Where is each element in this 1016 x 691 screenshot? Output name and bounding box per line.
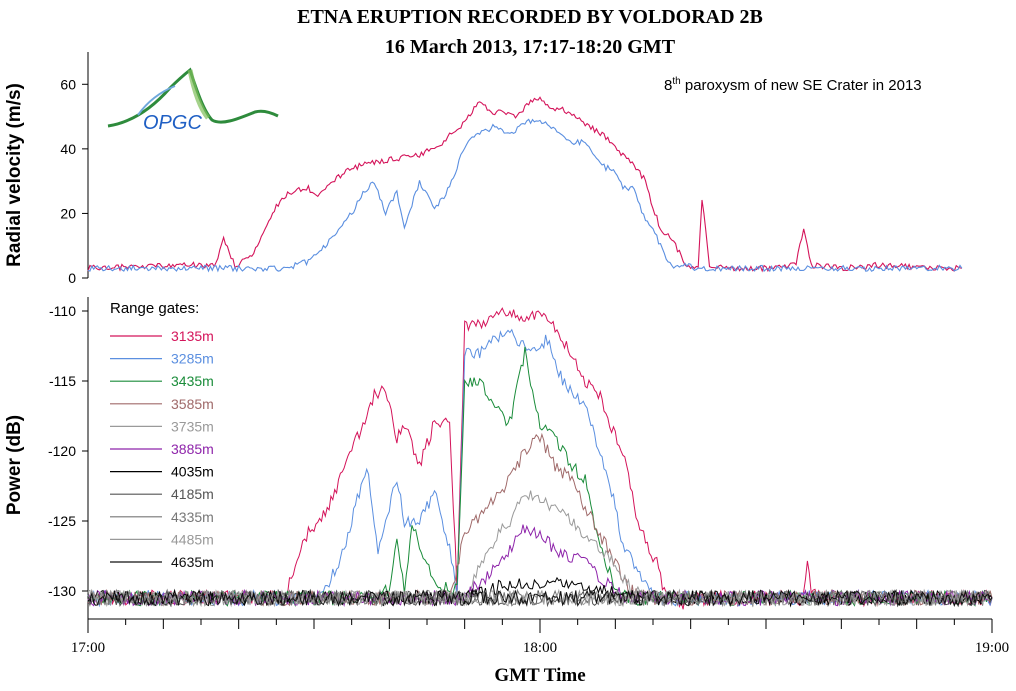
series-line-4635m	[87, 588, 993, 608]
power-axis-label: Power (dB)	[4, 415, 25, 515]
series-line-3585m	[87, 432, 993, 608]
y-tick-label: -110	[49, 303, 76, 319]
legend-label: 4185m	[171, 486, 214, 502]
y-tick-label: 20	[60, 205, 76, 221]
series-line-3285m	[87, 328, 993, 608]
legend-label: 3735m	[171, 418, 214, 434]
power-panel: -130 -125 -120 -115 -110	[48, 297, 993, 619]
logo-text: OPGC	[143, 112, 202, 134]
x-axis-label: GMT Time	[494, 665, 585, 686]
legend-label: 4335m	[171, 509, 214, 525]
annotation: 8th paroxysm of new SE Crater in 2013	[664, 76, 922, 94]
legend-label: 4485m	[171, 531, 214, 547]
chart-title: ETNA ERUPTION RECORDED BY VOLDORAD 2B	[297, 6, 763, 28]
x-tick-label: 17:00	[71, 640, 105, 656]
series-line-3135m	[87, 307, 993, 610]
series-line-3285m	[87, 118, 963, 273]
opgc-logo: OPGC	[107, 67, 279, 134]
legend-label: 3585m	[171, 396, 214, 412]
series-line-4335m	[87, 588, 993, 608]
y-tick-label: 40	[60, 141, 76, 157]
velocity-panel: 0 20 40 60	[60, 52, 963, 286]
y-tick-label: 0	[68, 270, 76, 286]
y-tick-label: 60	[60, 76, 76, 92]
legend-label: 4635m	[171, 554, 214, 570]
series-line-3435m	[87, 346, 993, 608]
legend-label: 4035m	[171, 464, 214, 480]
legend-label: 3285m	[171, 351, 214, 367]
annotation-sup: th	[672, 76, 680, 87]
velocity-axis-label: Radial velocity (m/s)	[4, 83, 25, 267]
x-tick-label: 18:00	[523, 640, 557, 656]
legend-label: 3435m	[171, 373, 214, 389]
series-line-4485m	[87, 588, 993, 608]
annotation-number: 8	[664, 77, 672, 94]
y-tick-label: -115	[49, 373, 76, 389]
legend: Range gates: 3135m 3285m 3435m 3585m 3735m 38…	[110, 300, 214, 570]
series-line-3135m	[87, 96, 963, 273]
y-tick-label: -125	[48, 513, 76, 529]
y-tick-label: -120	[48, 443, 76, 459]
chart-subtitle: 16 March 2013, 17:17-18:20 GMT	[385, 36, 676, 58]
x-axis: 17:00 18:00 19:00	[71, 618, 1009, 656]
annotation-text: paroxysm of new SE Crater in 2013	[681, 77, 922, 94]
y-tick-label: -130	[48, 583, 76, 599]
legend-label: 3135m	[171, 328, 214, 344]
legend-title: Range gates:	[110, 300, 199, 317]
x-tick-label: 19:00	[975, 640, 1009, 656]
legend-label: 3885m	[171, 441, 214, 457]
